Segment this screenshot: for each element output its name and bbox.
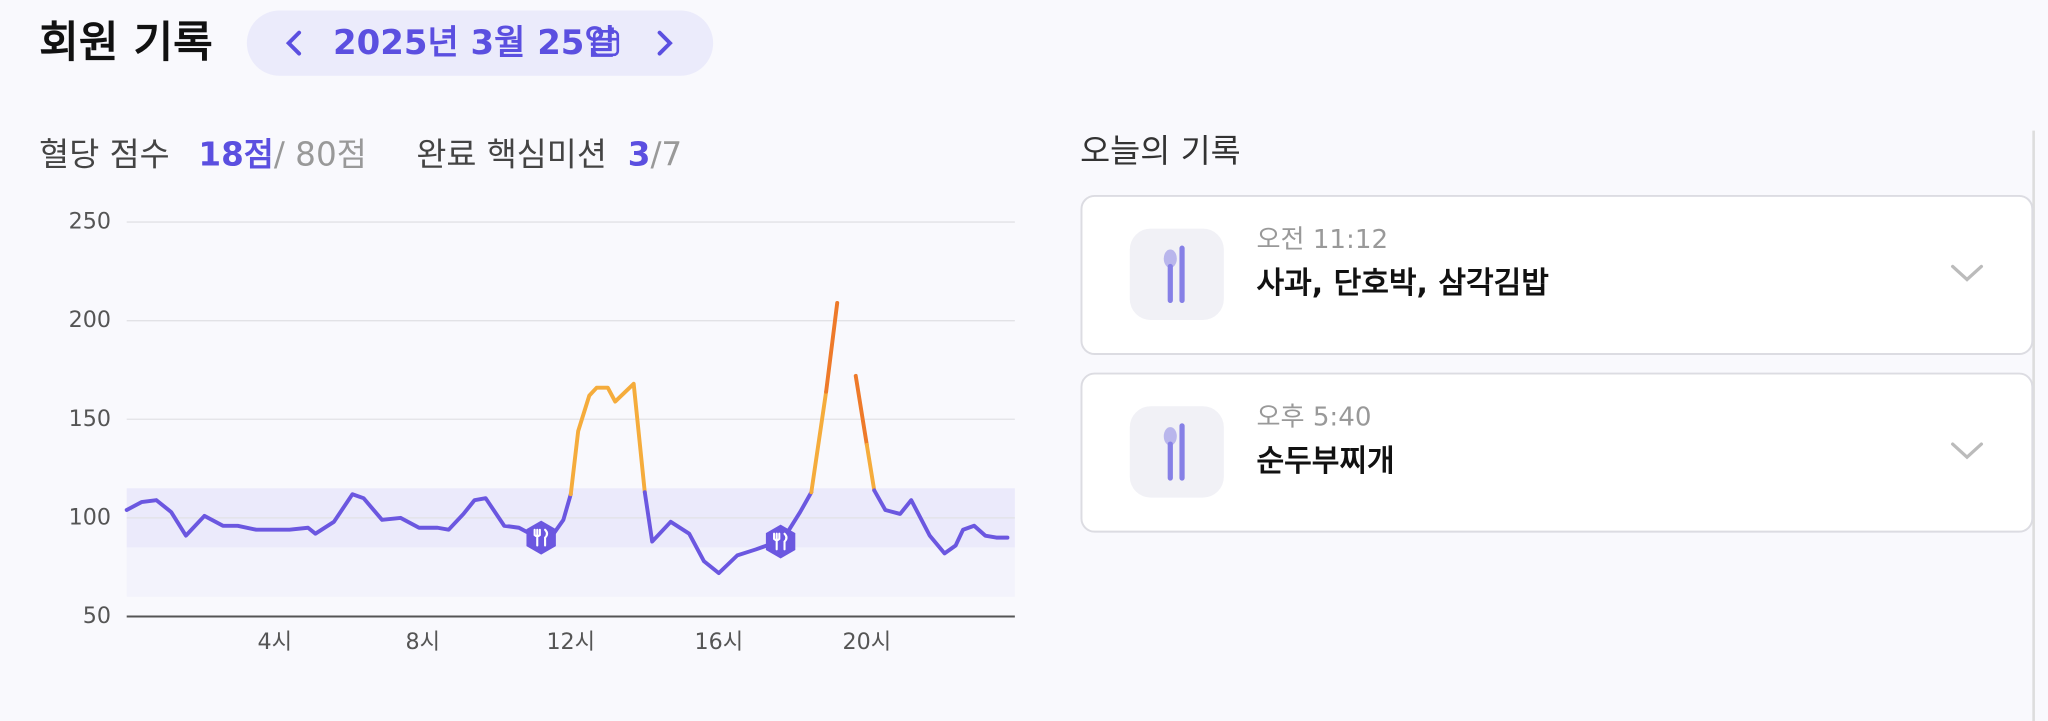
glucose-line	[642, 490, 814, 576]
mission-label: 완료 핵심미션	[416, 136, 607, 174]
mission-total: /7	[650, 136, 682, 174]
next-day[interactable]	[657, 30, 673, 56]
card-box	[1080, 194, 2034, 355]
glucose-line	[809, 389, 829, 495]
spoon-icon	[1163, 249, 1177, 268]
glucose-line	[124, 492, 573, 538]
record-food: 순두부찌개	[1256, 444, 1394, 479]
records-title: 오늘의 기록	[1080, 132, 1241, 170]
x-tick-label: 16시	[694, 629, 743, 655]
x-tick-label: 12시	[546, 629, 595, 655]
range-band	[126, 547, 1015, 597]
glucose-chart: 50 100 150 200 250 4시 8시 12시 16시 20시	[69, 209, 1015, 655]
y-tick-label: 250	[69, 209, 111, 235]
spoon-icon	[1163, 427, 1177, 446]
expand-chevron[interactable]	[1951, 264, 1984, 282]
date-picker: 2025년 3월 25일	[246, 10, 714, 76]
glucose-line	[853, 373, 869, 447]
calendar-icon[interactable]	[592, 27, 620, 57]
card-box	[1080, 372, 2034, 533]
glucose-line	[864, 442, 877, 493]
glucose-line	[824, 300, 840, 394]
y-tick-label: 150	[69, 406, 111, 432]
meal-marker-shape	[526, 520, 556, 555]
score-label: 혈당 점수	[39, 136, 170, 174]
meal-marker-icon	[533, 528, 549, 547]
y-tick-label: 200	[69, 307, 111, 333]
utensil-icon	[1167, 423, 1185, 481]
mission-done: 3	[628, 136, 651, 174]
record-time: 오전 11:12	[1256, 225, 1388, 255]
meal-marker[interactable]	[765, 524, 796, 559]
meal-marker-shape	[765, 524, 796, 559]
x-tick-label: 4시	[257, 629, 292, 655]
record-card[interactable]: 오전 11:12 사과, 단호박, 삼각김밥	[1080, 194, 2034, 355]
x-tick-label: 20시	[843, 629, 892, 655]
score-total: / 80점	[274, 136, 367, 174]
utensil-icon	[1167, 245, 1185, 304]
date-pill	[246, 10, 714, 76]
y-tick-label: 100	[69, 504, 111, 530]
glucose-line	[872, 488, 1010, 556]
record-time: 오후 5:40	[1256, 402, 1371, 432]
meal-icon-tile	[1129, 406, 1224, 498]
prev-day[interactable]	[285, 30, 302, 56]
record-card[interactable]: 오후 5:40 순두부찌개	[1080, 372, 2034, 533]
meal-icon-tile	[1129, 228, 1224, 321]
glucose-line	[568, 381, 647, 497]
x-tick-label: 8시	[405, 629, 440, 655]
expand-chevron[interactable]	[1951, 442, 1984, 460]
page-title: 회원 기록	[39, 18, 213, 68]
meal-marker-icon	[773, 532, 788, 551]
summary: 혈당 점수 18점/ 80점 완료 핵심미션 3/7	[39, 136, 682, 174]
record-food: 사과, 단호박, 삼각김밥	[1256, 266, 1549, 301]
date-label[interactable]: 2025년 3월 25일	[333, 23, 616, 63]
score: 18점	[198, 136, 273, 174]
meal-marker[interactable]	[526, 520, 556, 555]
y-tick-label: 50	[83, 603, 111, 629]
